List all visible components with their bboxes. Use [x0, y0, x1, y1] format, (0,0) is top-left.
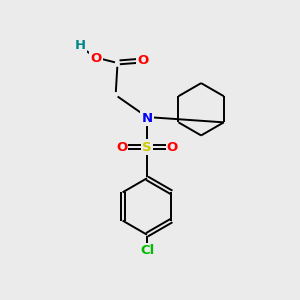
Text: H: H	[75, 40, 86, 52]
Text: O: O	[137, 54, 148, 67]
Text: N: N	[142, 112, 153, 125]
Text: O: O	[167, 140, 178, 154]
Text: O: O	[90, 52, 101, 65]
Text: S: S	[142, 140, 152, 154]
Text: Cl: Cl	[140, 244, 154, 257]
Text: O: O	[116, 140, 128, 154]
